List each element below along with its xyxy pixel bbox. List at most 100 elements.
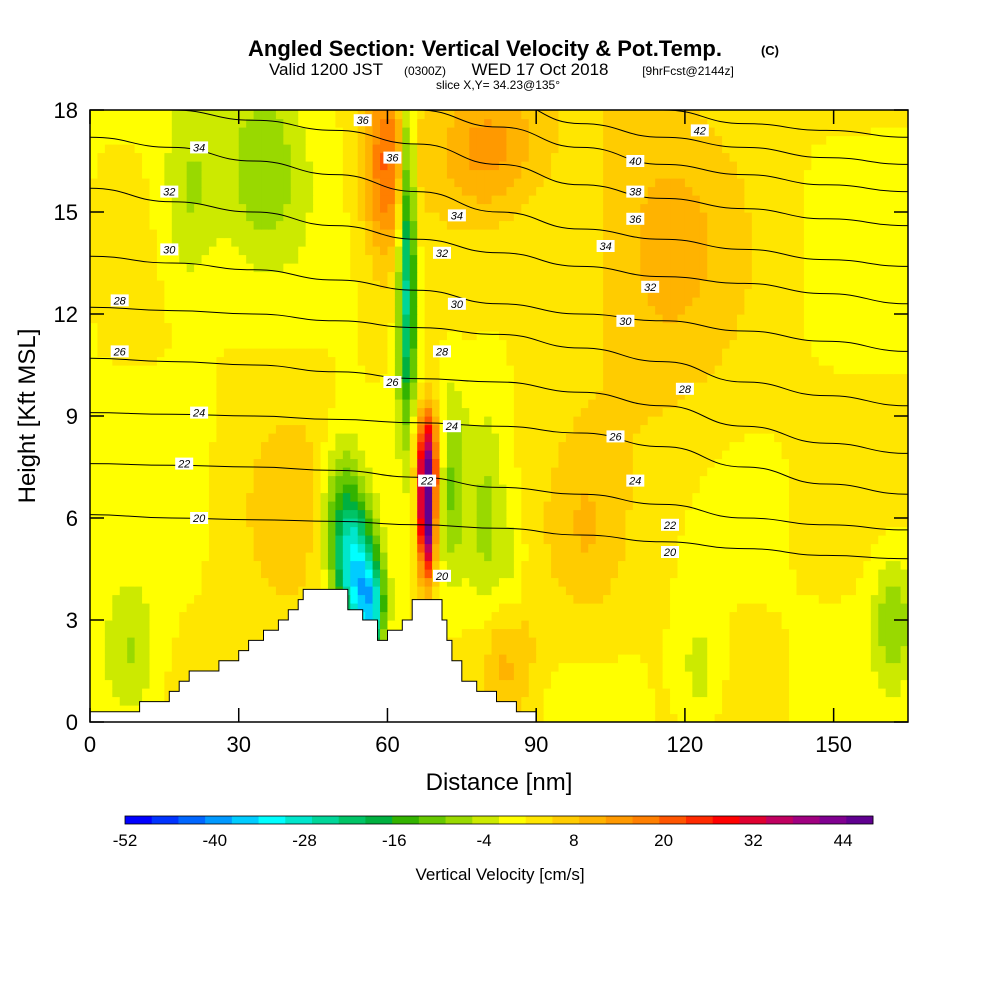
velocity-cell	[231, 399, 240, 409]
velocity-cell	[826, 526, 835, 536]
velocity-cell	[781, 390, 790, 400]
velocity-cell	[714, 628, 723, 638]
velocity-cell	[327, 399, 336, 409]
velocity-cell	[722, 526, 731, 536]
velocity-cell	[759, 458, 768, 468]
velocity-cell	[729, 679, 738, 689]
velocity-cell	[848, 441, 857, 451]
velocity-cell	[261, 552, 270, 562]
velocity-cell	[625, 365, 634, 375]
velocity-cell	[699, 450, 708, 460]
velocity-cell	[454, 654, 463, 664]
velocity-cell	[573, 475, 582, 485]
velocity-cell	[580, 577, 589, 587]
velocity-cell	[677, 441, 686, 451]
velocity-cell	[320, 509, 329, 519]
velocity-cell	[290, 535, 299, 545]
velocity-cell	[171, 492, 180, 502]
velocity-cell	[112, 492, 121, 502]
velocity-cell	[617, 637, 627, 647]
velocity-cell	[833, 356, 842, 366]
velocity-cell	[112, 365, 121, 375]
velocity-cell	[543, 569, 552, 579]
velocity-cell	[826, 365, 835, 375]
velocity-cell	[707, 688, 716, 698]
velocity-cell	[699, 382, 708, 392]
velocity-cell	[409, 382, 418, 392]
velocity-cell	[327, 509, 336, 519]
velocity-cell	[231, 390, 240, 400]
velocity-cell	[893, 628, 902, 638]
velocity-cell	[335, 365, 344, 375]
velocity-cell	[781, 484, 790, 494]
velocity-cell	[186, 603, 195, 613]
velocity-cell	[253, 501, 262, 511]
velocity-cell	[97, 373, 106, 383]
velocity-cell	[647, 484, 656, 494]
velocity-cell	[870, 382, 879, 392]
velocity-cell	[231, 458, 240, 468]
velocity-cell	[119, 560, 128, 570]
velocity-cell	[818, 535, 827, 545]
velocity-cell	[476, 552, 485, 562]
velocity-cell	[684, 424, 693, 434]
velocity-cell	[603, 713, 612, 722]
velocity-cell	[759, 416, 768, 426]
velocity-cell	[142, 518, 151, 528]
velocity-cell	[841, 348, 850, 358]
velocity-cell	[878, 688, 887, 698]
velocity-cell	[789, 348, 798, 358]
velocity-cell	[573, 679, 582, 689]
velocity-cell	[246, 569, 255, 579]
velocity-cell	[736, 671, 745, 681]
velocity-cell	[491, 569, 500, 579]
velocity-cell	[372, 501, 381, 511]
velocity-cell	[268, 399, 277, 409]
velocity-cell	[536, 382, 545, 392]
velocity-cell	[320, 543, 329, 553]
velocity-cell	[268, 424, 277, 434]
velocity-cell	[528, 526, 537, 536]
velocity-cell	[662, 348, 671, 358]
velocity-cell	[186, 382, 195, 392]
velocity-cell	[90, 526, 99, 536]
velocity-cell	[885, 662, 894, 672]
velocity-cell	[476, 637, 485, 647]
velocity-cell	[275, 492, 284, 502]
velocity-cell	[699, 441, 708, 451]
velocity-cell	[751, 501, 760, 511]
velocity-cell	[759, 620, 768, 630]
velocity-cell	[409, 560, 418, 570]
velocity-cell	[127, 382, 136, 392]
velocity-cell	[127, 611, 136, 621]
velocity-cell	[617, 586, 627, 596]
velocity-cell	[573, 382, 582, 392]
velocity-cell	[342, 526, 351, 536]
velocity-cell	[707, 543, 716, 553]
velocity-cell	[417, 526, 426, 536]
velocity-cell	[610, 645, 619, 655]
velocity-cell	[127, 467, 136, 477]
velocity-cell	[283, 577, 292, 587]
velocity-cell	[632, 654, 641, 664]
velocity-cell	[833, 407, 842, 417]
velocity-cell	[372, 492, 381, 502]
velocity-cell	[826, 662, 835, 672]
velocity-cell	[818, 433, 827, 443]
velocity-cell	[380, 492, 389, 502]
velocity-cell	[870, 373, 879, 383]
velocity-cell	[707, 620, 716, 630]
velocity-cell	[692, 671, 701, 681]
velocity-cell	[751, 509, 760, 519]
velocity-cell	[305, 407, 314, 417]
velocity-cell	[878, 569, 887, 579]
velocity-cell	[610, 671, 619, 681]
velocity-cell	[127, 501, 136, 511]
velocity-cell	[394, 535, 403, 545]
velocity-cell	[320, 518, 329, 528]
velocity-cell	[863, 705, 872, 715]
velocity-cell	[603, 705, 612, 715]
velocity-cell	[766, 526, 775, 536]
velocity-cell	[655, 611, 664, 621]
velocity-cell	[677, 679, 686, 689]
